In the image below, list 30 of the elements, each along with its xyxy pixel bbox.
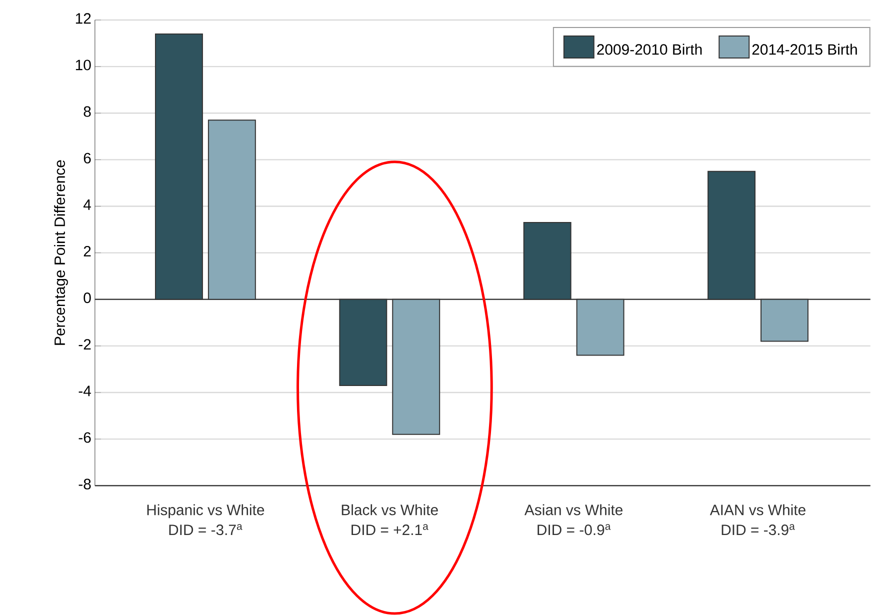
bar [392,299,440,436]
bar [576,299,624,356]
legend-label: 2014-2015 Birth [752,44,857,55]
y-tick-label: 12 [76,13,91,24]
text: DID = -3.9$^{a}$ [722,524,795,536]
y-tick-label: 4 [83,200,91,210]
y-tick-label: -6 [78,432,91,444]
bar [339,299,388,386]
y-tick-label: 0 [84,292,91,304]
y-tick-label: -8 [78,479,91,490]
bar [208,120,256,300]
legend-label: 2009-2010 Birth [597,44,702,55]
x-tick-label: AIAN vs White [710,504,806,516]
y-tick-label: -4 [78,386,91,396]
bar [708,171,756,300]
text: DID = -0.9$^{a}$ [538,524,611,536]
bar [760,299,808,342]
y-tick-label: 2 [84,246,91,257]
y-axis-title: Percentage Point Difference [54,160,68,346]
bar [154,34,203,300]
x-tick-label: Asian vs White [524,504,623,516]
text: DID = -3.7$^{a}$ [169,524,242,536]
y-tick-label: 6 [84,153,91,164]
bar [523,222,572,300]
y-tick-label: -2 [78,339,91,350]
x-tick-label: Black vs White [342,504,438,516]
y-tick-label: 10 [76,60,91,71]
y-tick-label: 8 [84,106,91,118]
x-tick-label: Hispanic vs White [147,504,264,518]
text: DID = +2.1$^{a}$ [352,524,428,536]
